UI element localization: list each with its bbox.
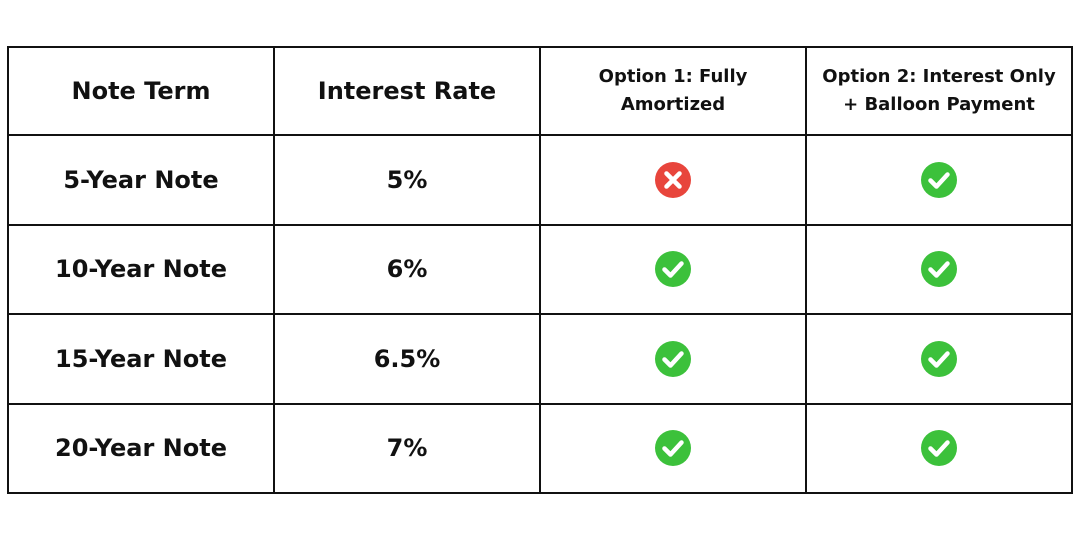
check-circle-icon: [654, 429, 692, 467]
header-row: Note Term Interest Rate Option 1: Fully …: [7, 46, 1073, 136]
option-2-cell: [805, 313, 1073, 405]
table-row: 5-Year Note 5%: [7, 134, 1073, 226]
check-circle-icon: [654, 250, 692, 288]
header-option-1: Option 1: Fully Amortized: [539, 46, 807, 136]
header-option-2-line-1: Option 2: Interest Only: [822, 66, 1056, 87]
note-term-cell: 5-Year Note: [7, 134, 275, 226]
comparison-table-container: Note Term Interest Rate Option 1: Fully …: [7, 46, 1073, 494]
option-1-cell: [539, 313, 807, 405]
header-note-term: Note Term: [7, 46, 275, 136]
interest-rate-cell: 6%: [273, 223, 541, 315]
interest-rate-cell: 7%: [273, 402, 541, 494]
option-2-cell: [805, 223, 1073, 315]
interest-rate-cell: 6.5%: [273, 313, 541, 405]
header-note-term-label: Note Term: [71, 77, 211, 105]
check-circle-icon: [920, 340, 958, 378]
check-circle-icon: [920, 429, 958, 467]
option-2-cell: [805, 134, 1073, 226]
table-row: 20-Year Note 7%: [7, 402, 1073, 494]
header-interest-rate: Interest Rate: [273, 46, 541, 136]
note-term-cell: 10-Year Note: [7, 223, 275, 315]
header-option-2: Option 2: Interest Only + Balloon Paymen…: [805, 46, 1073, 136]
header-option-1-line-1: Option 1: Fully: [598, 66, 748, 87]
option-1-cell: [539, 402, 807, 494]
x-circle-icon: [654, 161, 692, 199]
option-2-cell: [805, 402, 1073, 494]
option-1-cell: [539, 134, 807, 226]
note-term-cell: 20-Year Note: [7, 402, 275, 494]
header-option-2-line-2: + Balloon Payment: [843, 94, 1035, 115]
interest-rate-cell: 5%: [273, 134, 541, 226]
check-circle-icon: [654, 340, 692, 378]
table-row: 15-Year Note 6.5%: [7, 313, 1073, 405]
note-term-comparison-table: Note Term Interest Rate Option 1: Fully …: [7, 46, 1073, 494]
header-option-1-line-2: Amortized: [620, 94, 726, 115]
check-circle-icon: [920, 250, 958, 288]
note-term-cell: 15-Year Note: [7, 313, 275, 405]
table-row: 10-Year Note 6%: [7, 223, 1073, 315]
option-1-cell: [539, 223, 807, 315]
check-circle-icon: [920, 161, 958, 199]
header-interest-rate-label: Interest Rate: [317, 77, 497, 105]
